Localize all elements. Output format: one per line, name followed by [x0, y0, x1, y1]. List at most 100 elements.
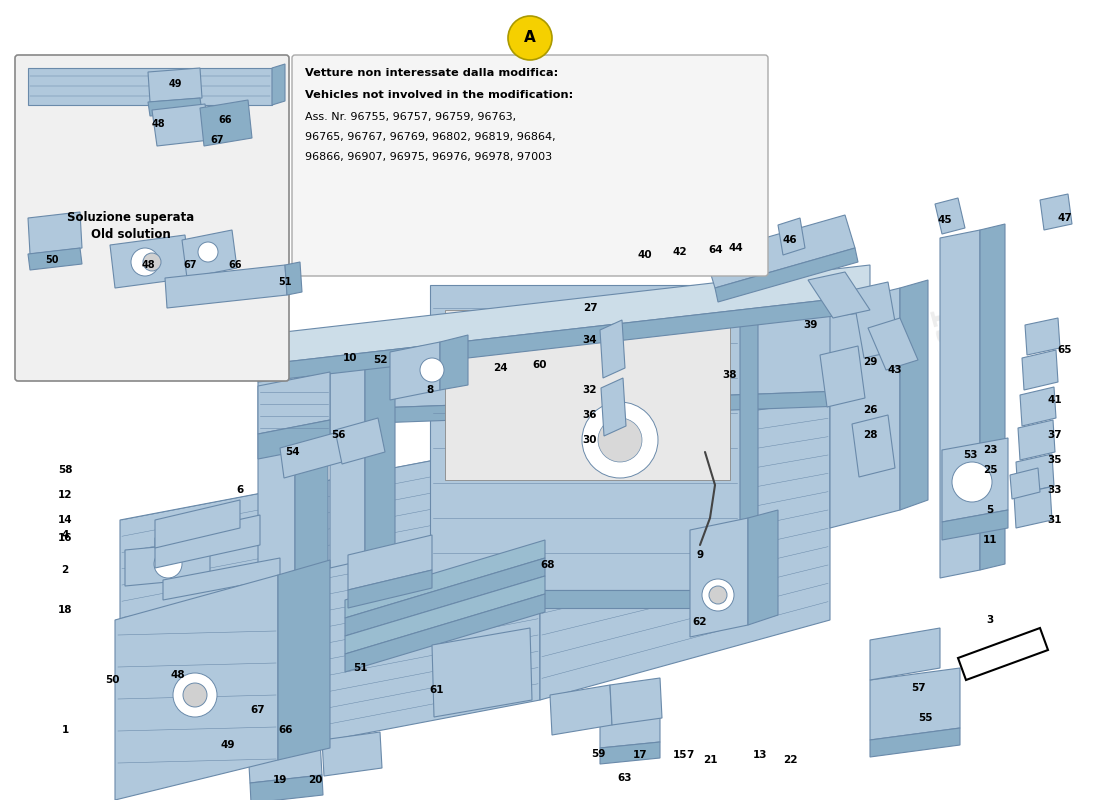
- Text: 96765, 96767, 96769, 96802, 96819, 96864,: 96765, 96767, 96769, 96802, 96819, 96864…: [305, 132, 556, 142]
- Text: 29: 29: [862, 357, 877, 367]
- Polygon shape: [163, 558, 280, 600]
- Text: 45: 45: [937, 215, 953, 225]
- Polygon shape: [610, 678, 662, 725]
- Circle shape: [952, 462, 992, 502]
- Polygon shape: [28, 212, 82, 254]
- Text: 15: 15: [673, 750, 688, 760]
- Circle shape: [154, 550, 182, 578]
- Circle shape: [702, 579, 734, 611]
- Polygon shape: [250, 775, 323, 800]
- Text: 38: 38: [723, 370, 737, 380]
- Text: exclusive parts: exclusive parts: [334, 518, 666, 642]
- Polygon shape: [430, 590, 740, 608]
- Text: 62: 62: [693, 617, 707, 627]
- Text: 27: 27: [583, 303, 597, 313]
- Circle shape: [508, 16, 552, 60]
- FancyBboxPatch shape: [15, 55, 289, 381]
- Polygon shape: [690, 518, 748, 637]
- Polygon shape: [295, 365, 328, 700]
- Polygon shape: [705, 215, 855, 288]
- Text: 56: 56: [331, 430, 345, 440]
- Polygon shape: [345, 540, 544, 618]
- Polygon shape: [720, 230, 744, 266]
- Polygon shape: [322, 732, 382, 776]
- Text: 49: 49: [168, 79, 182, 89]
- Polygon shape: [870, 728, 960, 757]
- Text: 50: 50: [45, 255, 58, 265]
- Polygon shape: [120, 440, 540, 780]
- Text: 66: 66: [218, 115, 232, 125]
- Text: 59: 59: [591, 749, 605, 759]
- Text: 21: 21: [703, 755, 717, 765]
- Polygon shape: [852, 282, 900, 358]
- Text: 34: 34: [583, 335, 597, 345]
- Text: 50: 50: [104, 675, 119, 685]
- Polygon shape: [200, 100, 252, 146]
- Polygon shape: [248, 740, 322, 783]
- Polygon shape: [365, 350, 395, 560]
- Text: 46: 46: [783, 235, 798, 245]
- Polygon shape: [28, 68, 272, 105]
- Text: 12: 12: [57, 490, 73, 500]
- Text: 68: 68: [541, 560, 556, 570]
- Circle shape: [173, 673, 217, 717]
- Text: 41: 41: [1047, 395, 1063, 405]
- Text: 63: 63: [618, 773, 632, 783]
- Polygon shape: [348, 535, 432, 590]
- Text: 1: 1: [62, 725, 68, 735]
- Text: 3: 3: [987, 615, 993, 625]
- Text: 64: 64: [708, 245, 724, 255]
- Polygon shape: [870, 628, 940, 680]
- Text: 25: 25: [982, 465, 998, 475]
- Text: 24: 24: [493, 363, 507, 373]
- Polygon shape: [900, 280, 928, 510]
- Text: 6: 6: [236, 485, 243, 495]
- Circle shape: [598, 418, 642, 462]
- Polygon shape: [258, 265, 870, 365]
- Text: 31: 31: [1047, 515, 1063, 525]
- Polygon shape: [258, 372, 330, 434]
- Polygon shape: [550, 685, 612, 735]
- Text: A: A: [524, 30, 536, 46]
- Text: 23: 23: [982, 445, 998, 455]
- Polygon shape: [348, 570, 432, 608]
- Polygon shape: [432, 628, 532, 717]
- Text: 66: 66: [278, 725, 294, 735]
- Polygon shape: [658, 228, 686, 269]
- Polygon shape: [258, 372, 295, 708]
- Text: 53: 53: [962, 450, 977, 460]
- Text: 52: 52: [373, 355, 387, 365]
- Text: 67: 67: [184, 260, 197, 270]
- Text: eXclusive parts: eXclusive parts: [293, 380, 767, 580]
- Text: 66: 66: [229, 260, 242, 270]
- Text: 48: 48: [141, 260, 155, 270]
- Text: 7: 7: [686, 750, 694, 760]
- Polygon shape: [958, 628, 1048, 680]
- Text: Vehicles not involved in the modification:: Vehicles not involved in the modificatio…: [305, 90, 573, 100]
- Polygon shape: [808, 272, 870, 318]
- Text: 43: 43: [888, 365, 902, 375]
- Text: 19: 19: [273, 775, 287, 785]
- Text: 51: 51: [278, 277, 292, 287]
- Circle shape: [198, 242, 218, 262]
- Text: 48: 48: [170, 670, 185, 680]
- Polygon shape: [980, 224, 1005, 570]
- Polygon shape: [165, 265, 287, 308]
- Text: 14: 14: [57, 515, 73, 525]
- Polygon shape: [942, 438, 1008, 522]
- Text: Soluzione superata: Soluzione superata: [67, 211, 195, 225]
- Polygon shape: [540, 400, 830, 700]
- Text: 5: 5: [987, 505, 993, 515]
- Text: 4: 4: [62, 530, 68, 540]
- Polygon shape: [1022, 350, 1058, 390]
- Polygon shape: [1020, 387, 1056, 426]
- Text: 57: 57: [911, 683, 925, 693]
- Polygon shape: [258, 295, 870, 382]
- Polygon shape: [700, 230, 722, 262]
- Polygon shape: [600, 700, 660, 748]
- Circle shape: [143, 253, 161, 271]
- Text: 58: 58: [57, 465, 73, 475]
- Polygon shape: [1016, 454, 1054, 494]
- Polygon shape: [940, 230, 980, 578]
- Text: 42: 42: [673, 247, 688, 257]
